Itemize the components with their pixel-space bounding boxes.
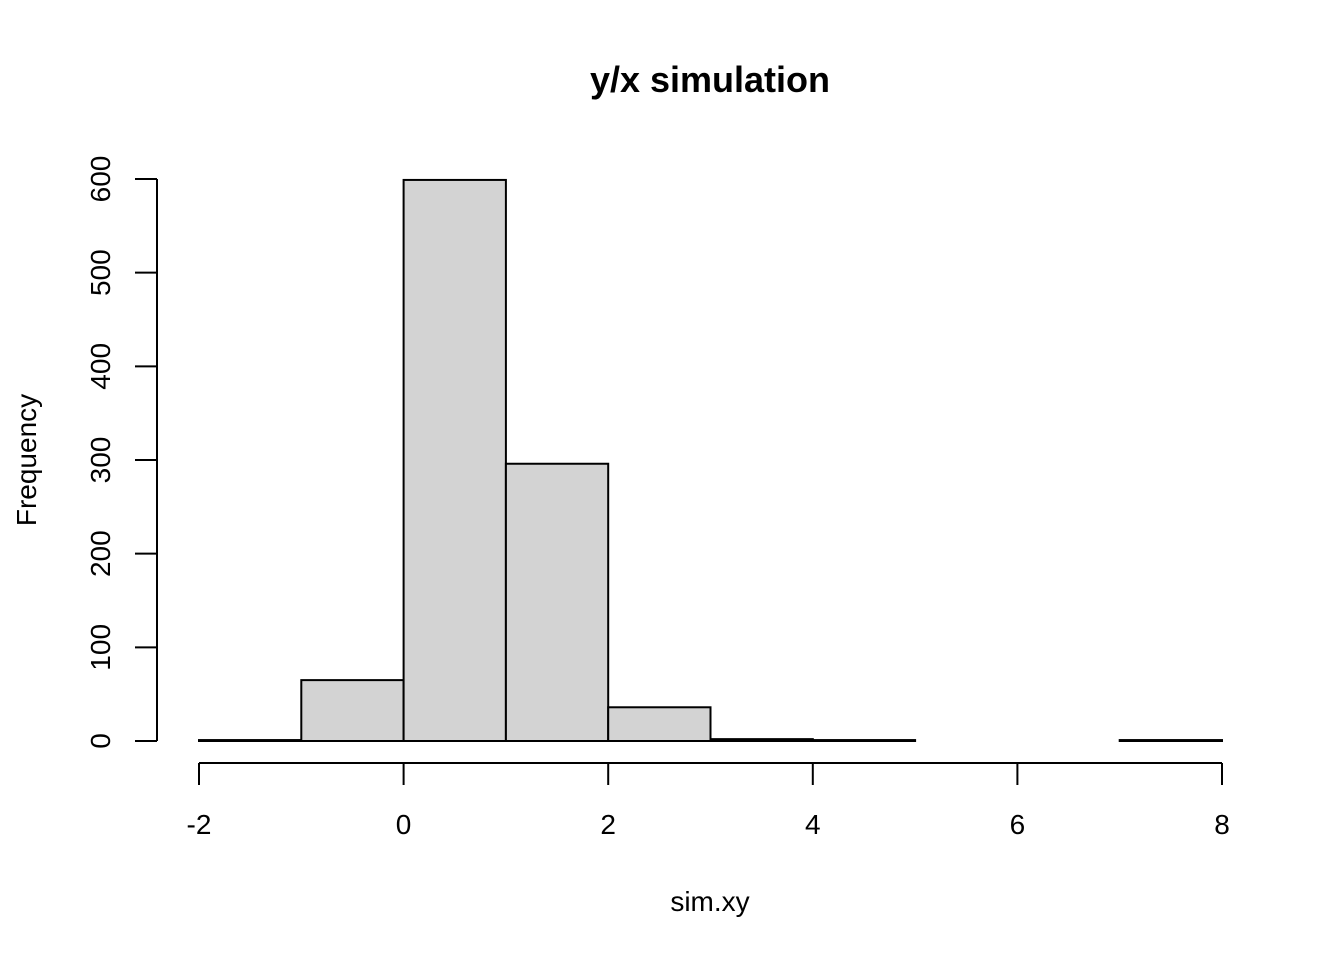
y-tick-label: 200 [85, 530, 116, 577]
chart-title: y/x simulation [590, 59, 830, 100]
y-tick-label: 100 [85, 624, 116, 671]
x-axis: -2 0 2 4 6 8 [187, 762, 1230, 840]
x-tick-label: 8 [1214, 809, 1230, 840]
x-tick-label: 4 [805, 809, 821, 840]
y-axis-label: Frequency [11, 394, 42, 526]
y-tick-label: 600 [85, 156, 116, 203]
x-tick-label: 2 [600, 809, 616, 840]
histogram-bar [1118, 739, 1223, 743]
x-tick-label: 6 [1010, 809, 1026, 840]
y-tick-label: 400 [85, 343, 116, 390]
histogram-bar [709, 738, 814, 742]
x-axis-label: sim.xy [670, 886, 749, 917]
y-tick-label: 500 [85, 249, 116, 296]
x-tick-label: 0 [396, 809, 412, 840]
histogram-bar [198, 739, 303, 743]
histogram-bar [402, 178, 507, 743]
histogram-bar [811, 739, 917, 743]
histogram-bar [607, 706, 712, 743]
x-tick-label: -2 [187, 809, 212, 840]
bars-group [198, 178, 1223, 743]
y-tick-label: 300 [85, 437, 116, 484]
y-tick-label: 0 [85, 733, 116, 749]
histogram-bar [504, 462, 610, 742]
histogram-bar [300, 679, 405, 742]
y-axis: 0 100 200 300 400 500 600 [85, 156, 158, 749]
